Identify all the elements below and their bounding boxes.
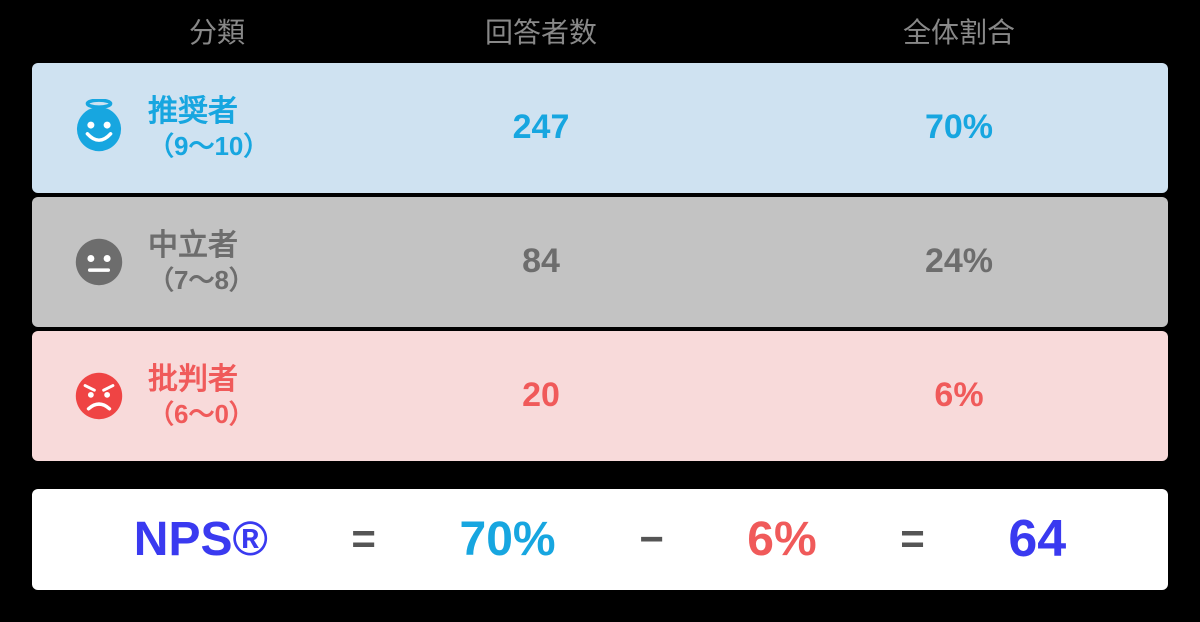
respondents-promoter: 247 <box>332 108 750 147</box>
formula-result: 64 <box>1008 509 1066 569</box>
class-range-passive: （7〜8） <box>148 264 255 297</box>
formula-nps-label: NPS® <box>134 512 268 567</box>
respondents-detractor: 20 <box>332 376 750 415</box>
formula-eq2: = <box>900 515 925 563</box>
happy-face-icon <box>70 99 128 157</box>
class-text-detractor: 批判者（6〜0） <box>148 361 255 431</box>
class-text-passive: 中立者（7〜8） <box>148 227 255 297</box>
class-title-promoter: 推奨者 <box>148 93 269 131</box>
table-header: 分類 回答者数 全体割合 <box>32 0 1168 63</box>
percentage-detractor: 6% <box>750 376 1168 415</box>
respondents-passive: 84 <box>332 242 750 281</box>
formula-eq1: = <box>351 515 376 563</box>
class-title-passive: 中立者 <box>148 227 255 265</box>
class-title-detractor: 批判者 <box>148 361 255 399</box>
header-category: 分類 <box>32 11 332 51</box>
class-cell-detractor: 批判者（6〜0） <box>32 361 332 431</box>
header-percentage: 全体割合 <box>750 11 1168 51</box>
class-text-promoter: 推奨者（9〜10） <box>148 93 269 163</box>
header-respondents: 回答者数 <box>332 11 750 51</box>
table-row-passive: 中立者（7〜8） 8424% <box>32 197 1168 327</box>
formula-promoter-pct: 70% <box>460 512 556 567</box>
angry-face-icon <box>70 367 128 425</box>
nps-formula: NPS® = 70% − 6% = 64 <box>32 489 1168 590</box>
class-range-detractor: （6〜0） <box>148 398 255 431</box>
class-cell-promoter: 推奨者（9〜10） <box>32 93 332 163</box>
table-row-promoter: 推奨者（9〜10） 24770% <box>32 63 1168 193</box>
class-cell-passive: 中立者（7〜8） <box>32 227 332 297</box>
formula-minus: − <box>639 515 664 563</box>
table-body: 推奨者（9〜10） 24770% 中立者（7〜8） 8424% 批判者（6〜0） 206% <box>32 63 1168 461</box>
percentage-passive: 24% <box>750 242 1168 281</box>
percentage-promoter: 70% <box>750 108 1168 147</box>
neutral-face-icon <box>70 233 128 291</box>
table-row-detractor: 批判者（6〜0） 206% <box>32 331 1168 461</box>
class-range-promoter: （9〜10） <box>148 130 269 163</box>
formula-detractor-pct: 6% <box>747 512 816 567</box>
